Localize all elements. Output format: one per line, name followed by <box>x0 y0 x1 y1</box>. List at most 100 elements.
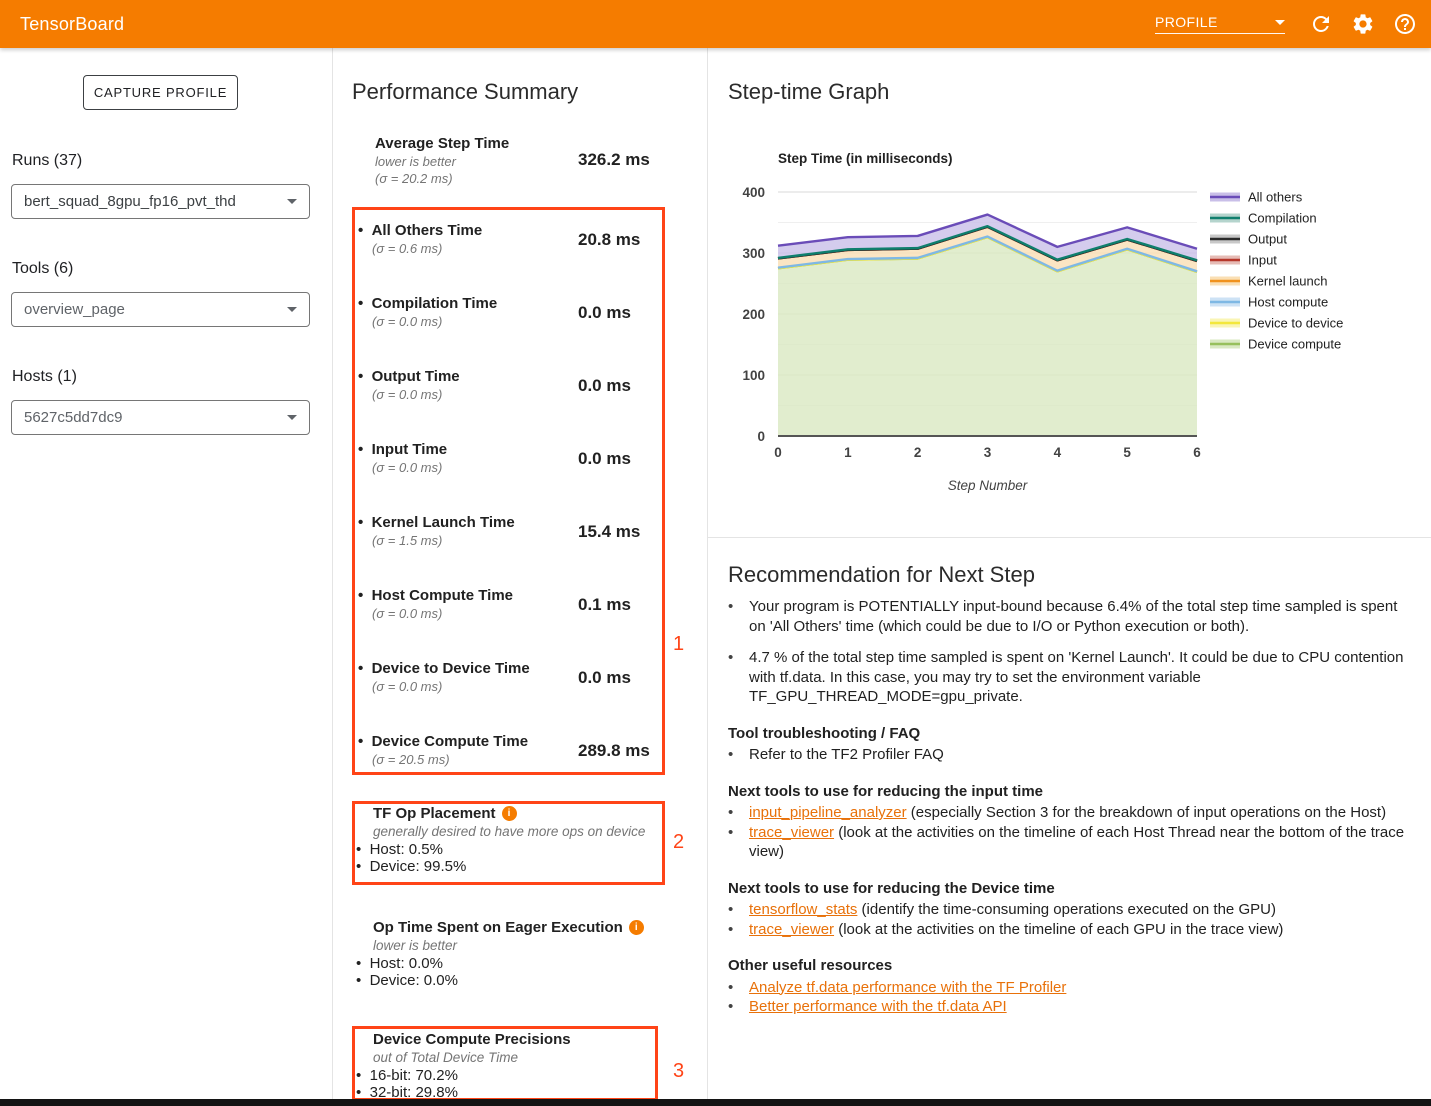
svg-text:6: 6 <box>1193 445 1201 460</box>
metric-name: • Kernel Launch Time <box>358 514 515 531</box>
metric-value: 0.0 ms <box>578 668 631 687</box>
annotation-box-1 <box>352 207 665 775</box>
metric-note: lower is better <box>375 154 456 169</box>
chevron-down-icon <box>287 415 297 420</box>
hosts-select[interactable]: 5627c5dd7dc9 <box>11 400 310 435</box>
average-step-time: Average Step Time lower is better (σ = 2… <box>375 135 575 186</box>
recommendation-item: • Analyze tf.data performance with the TF… <box>728 978 1067 998</box>
tools-select[interactable]: overview_page <box>11 292 310 327</box>
legend-item <box>1210 276 1240 286</box>
legend-label: Device compute <box>1248 337 1341 352</box>
metric-name: • Input Time <box>358 441 448 458</box>
item-text: Analyze tf.data performance with the TF … <box>749 978 1066 998</box>
runs-label: Runs (37) <box>12 152 83 169</box>
chevron-down-icon <box>287 307 297 312</box>
svg-text:200: 200 <box>742 307 765 322</box>
chevron-down-icon <box>1275 19 1285 25</box>
metric-value: 289.8 ms <box>578 741 650 760</box>
recommendation-item: • Refer to the TF2 Profiler FAQ <box>728 746 944 763</box>
legend-label: Input <box>1248 253 1277 268</box>
metric-value: 326.2 ms <box>578 150 650 169</box>
metric-name: • All Others Time <box>358 222 483 239</box>
metric-sigma: (σ = 0.0 ms) <box>372 606 443 621</box>
dashboard-selector[interactable]: PROFILE <box>1155 14 1285 34</box>
svg-text:5: 5 <box>1123 445 1131 460</box>
metric-row: • Device to Device Time (σ = 0.0 ms) <box>358 660 568 694</box>
bullet-text: 4.7 % of the total step time sampled is … <box>749 649 1404 705</box>
metric-sigma: (σ = 0.0 ms) <box>372 460 443 475</box>
metric-sigma: (σ = 20.5 ms) <box>372 752 450 767</box>
metric-value: 0.1 ms <box>578 595 631 614</box>
reload-icon[interactable] <box>1309 12 1333 36</box>
section-title: TF Op Placement i <box>373 805 656 822</box>
recommendation-subheading: Next tools to use for reducing the Devic… <box>728 879 1055 897</box>
svg-text:2: 2 <box>914 445 922 460</box>
section-subtitle: lower is better <box>373 938 458 953</box>
annotation-label-2: 2 <box>673 831 685 853</box>
recommendation-subheading: Next tools to use for reducing the input… <box>728 782 1044 800</box>
metric-value: 0.0 ms <box>578 449 631 468</box>
svg-text:400: 400 <box>742 185 765 200</box>
section-divider <box>708 537 1431 538</box>
tool-link[interactable]: trace_viewer <box>749 823 835 841</box>
metric-row: • All Others Time (σ = 0.6 ms) <box>358 222 568 256</box>
metric-row: • Kernel Launch Time (σ = 1.5 ms) <box>358 514 568 548</box>
legend-label: Compilation <box>1248 211 1317 226</box>
bullet-text: Your program is POTENTIALLY input-bound … <box>749 598 1398 635</box>
settings-gear-icon[interactable] <box>1351 12 1375 36</box>
legend-label: All others <box>1248 190 1303 205</box>
metric-sigma: (σ = 0.0 ms) <box>372 314 443 329</box>
recommendation-item: • input_pipeline_analyzer (especially Sec… <box>728 804 1387 821</box>
metric-name: • Host Compute Time <box>358 587 513 604</box>
section-item: • Host: 0.5% <box>356 841 443 858</box>
runs-select[interactable]: bert_squad_8gpu_fp16_pvt_thd <box>11 184 310 219</box>
metric-sigma: (σ = 0.0 ms) <box>372 387 443 402</box>
section-title: Op Time Spent on Eager Execution i <box>373 919 656 936</box>
recommendation-title: Recommendation for Next Step <box>728 562 1035 587</box>
metric-row: • Input Time (σ = 0.0 ms) <box>358 441 568 475</box>
metric-value: 15.4 ms <box>578 522 641 541</box>
legend-item <box>1210 255 1240 265</box>
info-icon[interactable]: i <box>628 920 644 935</box>
dashboard-selector-value: PROFILE <box>1155 14 1218 30</box>
tool-link[interactable]: Better performance with the tf.data API <box>749 998 1007 1015</box>
help-icon[interactable] <box>1393 12 1417 36</box>
svg-text:0: 0 <box>757 429 765 444</box>
tool-link[interactable]: tensorflow_stats <box>749 901 858 918</box>
svg-text:0: 0 <box>774 445 782 460</box>
legend-item <box>1210 297 1240 307</box>
annotation-box-2 <box>352 801 665 885</box>
tool-link[interactable]: input_pipeline_analyzer <box>749 804 907 821</box>
metric-value: 20.8 ms <box>578 230 641 249</box>
capture-profile-button[interactable]: CAPTURE PROFILE <box>83 75 238 110</box>
recommendation-item: • Better performance with the tf.data API <box>728 997 1007 1017</box>
metric-row: • Host Compute Time (σ = 0.0 ms) <box>358 587 568 621</box>
svg-text:3: 3 <box>984 445 992 460</box>
info-icon[interactable]: i <box>501 806 517 821</box>
metric-value: 0.0 ms <box>578 303 631 322</box>
legend-label: Kernel launch <box>1248 274 1328 289</box>
tool-link[interactable]: trace_viewer <box>749 920 835 938</box>
svg-text:300: 300 <box>742 246 765 261</box>
recommendation-bullet: • 4.7 % of the total step time sampled is… <box>728 648 1416 707</box>
sidebar-divider <box>332 48 333 1106</box>
step-time-chart: Step Time (in milliseconds) 0 100 200 300 400… <box>742 151 1343 493</box>
viewport-bottom-edge <box>0 1099 1431 1106</box>
metric-row: • Device Compute Time (σ = 20.5 ms) <box>358 733 568 767</box>
app-header: TensorBoard PROFILE <box>0 0 1431 48</box>
tools-label: Tools (6) <box>12 260 74 277</box>
metric-value: 0.0 ms <box>578 376 631 395</box>
chevron-down-icon <box>287 199 297 204</box>
tf-op-placement-section: TF Op Placement i generally desired to h… <box>356 805 656 875</box>
section-item: • Device: 99.5% <box>356 858 467 875</box>
tool-link[interactable]: Analyze tf.data performance with the TF … <box>749 978 1067 996</box>
metric-sigma: (σ = 0.6 ms) <box>372 241 443 256</box>
metric-name: • Output Time <box>358 368 460 385</box>
metric-name: • Device Compute Time <box>358 733 529 750</box>
item-text: Better performance with the tf.data API <box>749 997 1007 1017</box>
section-item: • 16-bit: 70.2% <box>356 1067 458 1084</box>
legend-item <box>1210 339 1240 349</box>
metric-name: Average Step Time <box>375 135 510 152</box>
tools-select-value: overview_page <box>24 301 125 318</box>
